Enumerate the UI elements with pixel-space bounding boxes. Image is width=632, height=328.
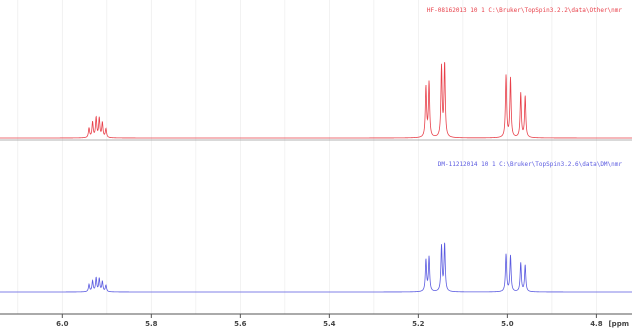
x-tick-label: 5.0	[501, 320, 514, 328]
x-axis-unit-label: [ppm	[608, 320, 629, 328]
x-tick-label: 4.8	[590, 320, 603, 328]
x-tick-label: 5.2	[412, 320, 425, 328]
spectrum-top-label: HF-08162013 10 1 C:\Bruker\TopSpin3.2.2\…	[427, 7, 622, 14]
spectrum-top-red	[0, 62, 632, 139]
x-tick-label: 5.6	[234, 320, 247, 328]
x-tick-label: 6.0	[56, 320, 69, 328]
x-tick-label: 5.4	[323, 320, 336, 328]
vertical-gridlines	[17, 0, 597, 314]
spectrum-bottom-blue	[0, 242, 632, 293]
spectrum-bottom-label: DM-11212014 10 1 C:\Bruker\TopSpin3.2.6\…	[438, 161, 623, 168]
x-tick-label: 5.8	[145, 320, 158, 328]
x-axis-ticks: 6.0 5.8 5.6 5.4 5.2 5.0 4.8	[56, 314, 603, 328]
